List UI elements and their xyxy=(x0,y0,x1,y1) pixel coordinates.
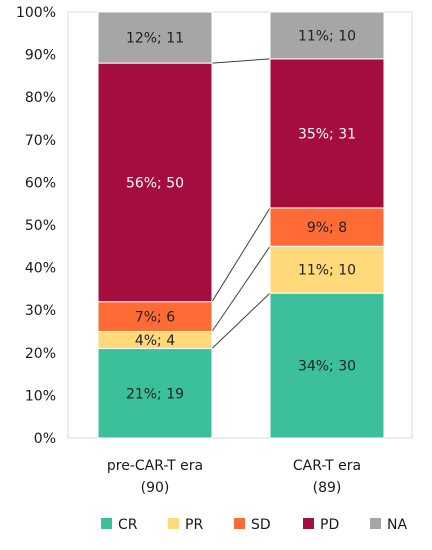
bar-segment-cr xyxy=(97,348,213,439)
data-label: 7%; 6 xyxy=(135,310,175,326)
bar-segment-na xyxy=(97,11,213,64)
y-tick-label: 90% xyxy=(25,48,56,64)
series-connector-line xyxy=(211,292,271,349)
legend-swatch-sd xyxy=(234,518,245,529)
y-axis-ticks: 0% 10% 20% 30% 40% 50% 60% 70% 80% 90% 100% xyxy=(16,5,56,447)
data-label: 4%; 4 xyxy=(135,333,175,349)
legend-swatch-na xyxy=(370,518,381,529)
legend-label: CR xyxy=(118,517,138,533)
data-labels: 21%; 19 4%; 4 7%; 6 56%; 50 12%; 11 34%; 30 11… xyxy=(126,28,356,402)
legend-label: NA xyxy=(387,517,407,533)
bars xyxy=(97,11,385,439)
series-connector-line xyxy=(211,207,271,302)
data-label: 11%; 10 xyxy=(298,263,356,279)
legend-label: PD xyxy=(320,517,339,533)
legend: CR PR SD PD NA xyxy=(101,517,407,533)
legend-swatch-cr xyxy=(101,518,112,529)
category-count: (89) xyxy=(313,480,342,496)
bar-segment-sd xyxy=(269,207,385,247)
data-label: 35%; 31 xyxy=(298,126,356,142)
data-label: 34%; 30 xyxy=(298,359,356,375)
data-label: 11%; 10 xyxy=(298,28,356,44)
legend-label: SD xyxy=(251,517,271,533)
bar-segment-cr xyxy=(269,292,385,439)
y-tick-label: 30% xyxy=(25,303,56,319)
y-tick-label: 60% xyxy=(25,175,56,191)
legend-swatch-pr xyxy=(168,518,179,529)
y-tick-label: 70% xyxy=(25,133,56,149)
y-tick-label: 40% xyxy=(25,261,56,277)
bar-segment-na xyxy=(269,11,385,60)
bar-segment-sd xyxy=(97,301,213,332)
bar-segment-pd xyxy=(97,62,213,303)
data-label: 56%; 50 xyxy=(126,175,184,191)
y-tick-label: 0% xyxy=(34,431,56,447)
y-tick-label: 80% xyxy=(25,90,56,106)
bar-segment-pr xyxy=(269,245,385,294)
y-tick-label: 10% xyxy=(25,388,56,404)
bar-segment-pd xyxy=(269,58,385,209)
series-connectors xyxy=(211,58,271,349)
legend-label: PR xyxy=(185,517,203,533)
y-tick-label: 50% xyxy=(25,218,56,234)
data-label: 21%; 19 xyxy=(126,386,184,402)
y-tick-label: 20% xyxy=(25,346,56,362)
category-count: (90) xyxy=(141,480,170,496)
legend-swatch-pd xyxy=(303,518,314,529)
series-connector-line xyxy=(211,246,271,332)
y-tick-label: 100% xyxy=(16,5,56,21)
data-label: 9%; 8 xyxy=(307,220,347,236)
data-label: 12%; 11 xyxy=(126,31,184,47)
category-label: CAR-T era xyxy=(293,458,361,474)
series-connector-line xyxy=(211,58,271,64)
category-label: pre-CAR-T era xyxy=(107,458,203,474)
category-axis: pre-CAR-T era (90) CAR-T era (89) xyxy=(107,458,361,496)
